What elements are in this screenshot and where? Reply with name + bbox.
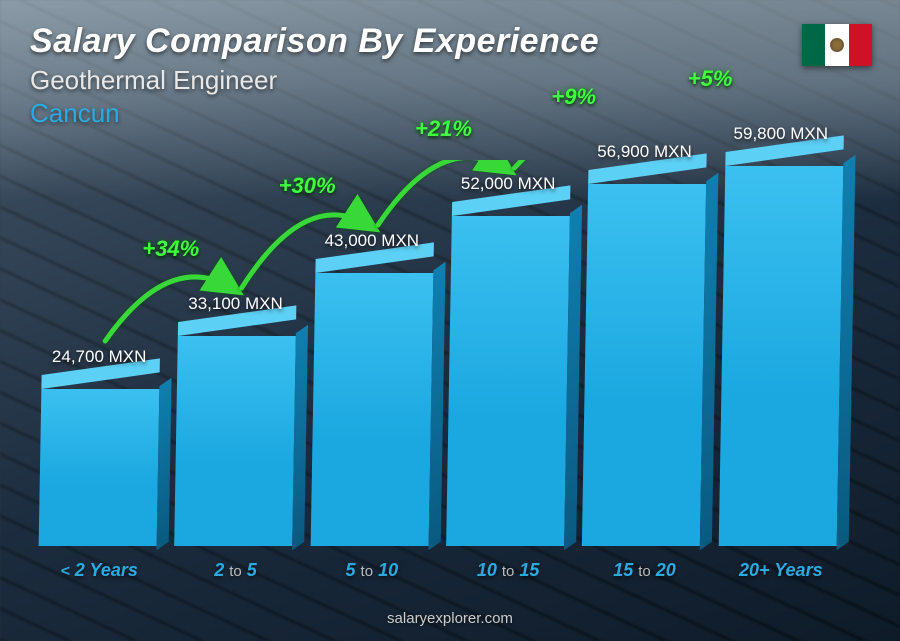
growth-pct-label: +9% xyxy=(551,84,596,110)
bar xyxy=(310,273,433,546)
bar xyxy=(718,166,843,546)
bar-value-label: 24,700 MXN xyxy=(29,347,169,367)
bar-wrap: 43,000 MXN xyxy=(313,160,431,546)
page-title: Salary Comparison By Experience xyxy=(30,22,870,61)
bar-column: 56,900 MXN 15 to 20 xyxy=(585,160,703,581)
bar-column: 43,000 MXN 5 to 10 xyxy=(313,160,431,581)
growth-pct-label: +5% xyxy=(688,66,733,92)
bar-wrap: 33,100 MXN xyxy=(176,160,294,546)
bar-column: 24,700 MXN < 2 Years xyxy=(40,160,158,581)
bar-wrap: 56,900 MXN xyxy=(585,160,703,546)
header: Salary Comparison By Experience Geotherm… xyxy=(30,22,870,129)
bar-column: 33,100 MXN 2 to 5 xyxy=(176,160,294,581)
salary-bar-chart: 24,700 MXN < 2 Years 33,100 MXN 2 to 5 43,00… xyxy=(40,160,840,581)
bar-category-label: 10 to 15 xyxy=(477,560,540,581)
bar xyxy=(174,336,296,546)
bar-value-label: 52,000 MXN xyxy=(438,174,578,194)
growth-pct-label: +30% xyxy=(279,173,336,199)
bar-value-label: 33,100 MXN xyxy=(165,294,305,314)
bar xyxy=(39,389,160,546)
bar-category-label: < 2 Years xyxy=(60,560,137,581)
bar-wrap: 52,000 MXN xyxy=(449,160,567,546)
bar-value-label: 43,000 MXN xyxy=(302,231,442,251)
growth-pct-label: +34% xyxy=(142,236,199,262)
flag-mexico xyxy=(802,24,872,66)
growth-pct-label: +21% xyxy=(415,116,472,142)
bar xyxy=(582,184,707,546)
bar-category-label: 5 to 10 xyxy=(346,560,399,581)
page-subtitle: Geothermal Engineer xyxy=(30,65,870,96)
bar-wrap: 24,700 MXN xyxy=(40,160,158,546)
bar-value-label: 59,800 MXN xyxy=(711,124,851,144)
bar-value-label: 56,900 MXN xyxy=(574,142,714,162)
bar-wrap: 59,800 MXN xyxy=(722,160,840,546)
bar-column: 52,000 MXN 10 to 15 xyxy=(449,160,567,581)
bar-category-label: 2 to 5 xyxy=(214,560,257,581)
bar-column: 59,800 MXN 20+ Years xyxy=(722,160,840,581)
bar-category-label: 15 to 20 xyxy=(613,560,676,581)
footer-credit: salaryexplorer.com xyxy=(0,610,900,627)
bar xyxy=(446,216,570,546)
bar-category-label: 20+ Years xyxy=(739,560,823,581)
